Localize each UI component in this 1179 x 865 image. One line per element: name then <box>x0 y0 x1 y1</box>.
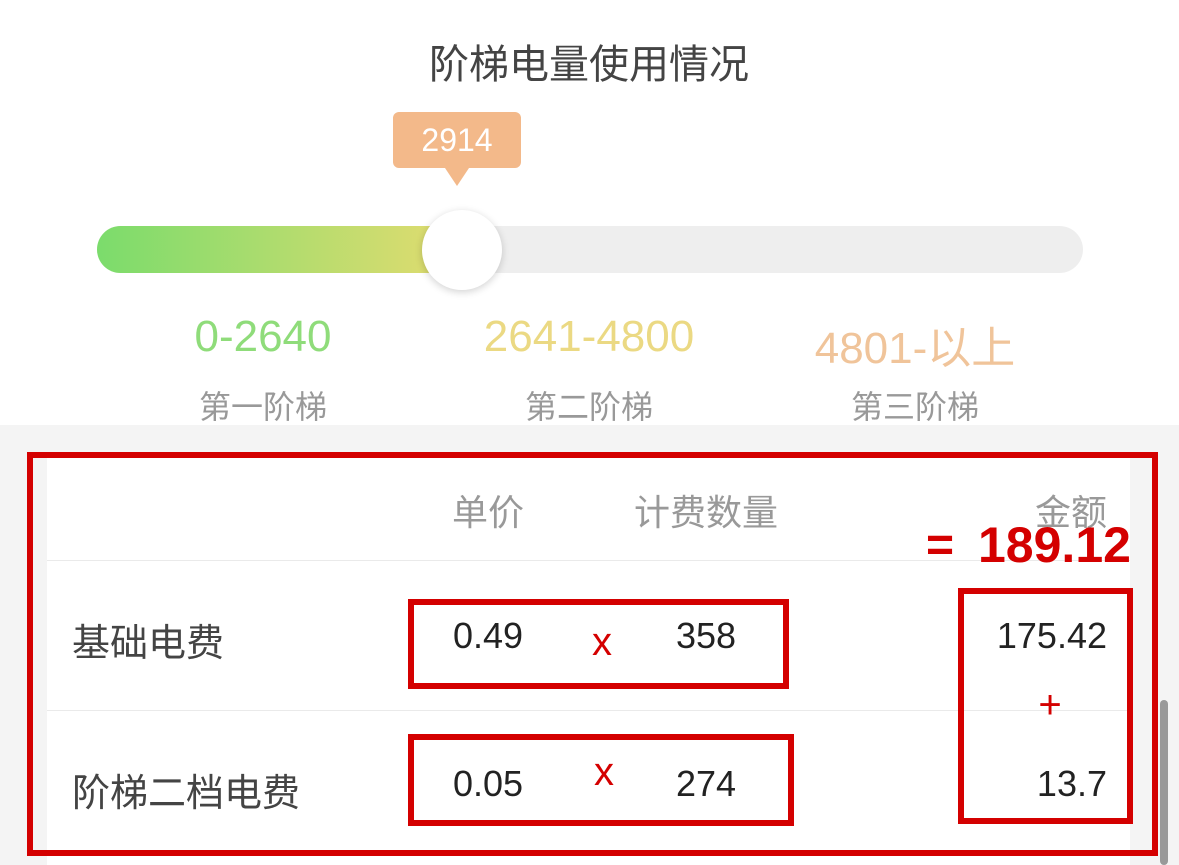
tier-label: 第三阶梯 <box>850 389 980 425</box>
annotation-box <box>958 588 1133 824</box>
column-header: 计费数量 <box>633 492 779 533</box>
unit-price: 0.05 <box>452 763 524 804</box>
annotation-multiply: x <box>592 620 612 664</box>
slider-fill <box>97 226 477 273</box>
divider <box>47 560 1130 561</box>
annotation-box <box>408 734 794 826</box>
table-card <box>47 455 1130 865</box>
row-label: 基础电费 <box>72 623 225 665</box>
annotation-box <box>27 452 1158 856</box>
quantity: 358 <box>675 615 737 656</box>
amount: 13.7 <box>1036 763 1107 804</box>
tier-label: 第一阶梯 <box>198 389 328 425</box>
annotation-equals: = <box>926 519 955 572</box>
column-header: 金额 <box>1034 492 1107 533</box>
tier-range: 2641-4800 <box>483 312 695 361</box>
annotation-total: 189.12 <box>978 517 1131 573</box>
scrollbar <box>1160 700 1168 865</box>
unit-price: 0.49 <box>452 615 524 656</box>
quantity: 274 <box>675 763 737 804</box>
tooltip-arrow <box>445 168 469 186</box>
slider-thumb[interactable] <box>422 210 502 290</box>
slider-tooltip: 2914 <box>393 112 521 168</box>
column-header: 单价 <box>451 492 525 533</box>
annotation-plus: + <box>1038 683 1062 727</box>
divider <box>47 710 1130 711</box>
amount: 175.42 <box>996 615 1107 656</box>
row-label: 阶梯二档电费 <box>72 773 301 815</box>
tier-range: 0-2640 <box>194 312 332 361</box>
tier-label: 第二阶梯 <box>524 389 654 425</box>
tier-range: 4801-以上 <box>814 324 1016 373</box>
title: 阶梯电量使用情况 <box>429 43 749 87</box>
annotation-box <box>408 599 789 689</box>
annotation-multiply: x <box>594 750 614 794</box>
